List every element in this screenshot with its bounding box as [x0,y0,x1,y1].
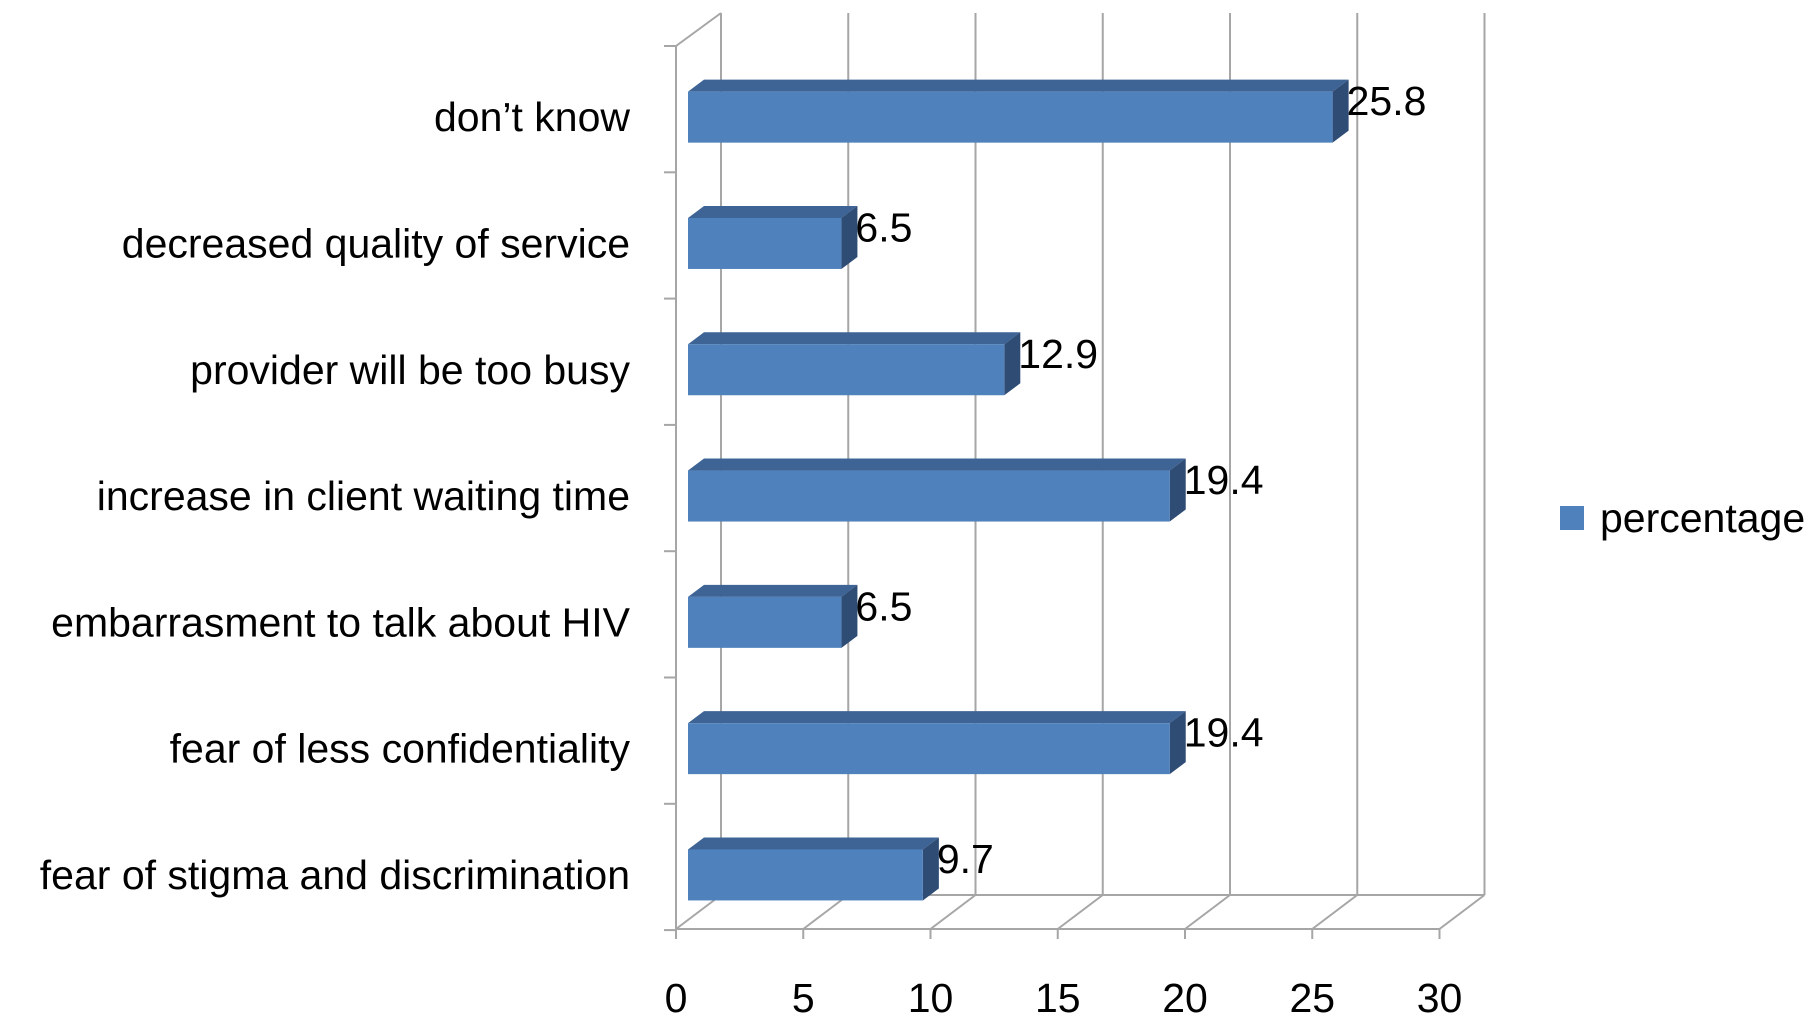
data-label: 6.5 [855,583,912,629]
floor-gridline [675,894,722,930]
bar-side-face [841,584,858,648]
bar-top-face [688,837,939,850]
x-tick-label: 25 [1289,975,1335,1019]
floor-gridline [1184,894,1231,930]
x-tick-label: 0 [665,975,688,1019]
bar [688,596,842,648]
category-label: embarrasment to talk about HIV [51,599,630,645]
bar [688,470,1170,522]
data-label: 9.7 [937,836,994,882]
bar-top-face [688,79,1349,92]
x-tick-label: 10 [908,975,954,1019]
category-label: increase in client waiting time [97,473,630,519]
floor-gridline [802,894,849,930]
floor-gridline [1438,894,1486,930]
floor-gridline [929,894,977,930]
bar-side-face [1169,711,1186,775]
bar [688,217,842,269]
data-label: 19.4 [1184,710,1264,756]
floor-gridline [1057,894,1104,930]
x-tick-label: 20 [1162,975,1208,1019]
bar-side-face [1332,79,1349,143]
data-label: 12.9 [1018,331,1098,377]
data-label: 6.5 [855,204,912,250]
bar-top-face [688,711,1186,724]
bar-top-face [688,458,1186,471]
category-label: provider will be too busy [190,347,630,393]
bar [688,849,923,901]
bar-side-face [1004,332,1021,396]
bar-side-face [1169,458,1186,522]
x-tick-label: 5 [792,975,815,1019]
category-label: don’t know [434,94,630,140]
category-label: fear of less confidentiality [170,726,631,772]
side-wall-top-edge [675,12,722,47]
bar-side-face [922,837,939,901]
x-tick-label: 15 [1035,975,1081,1019]
bar-top-face [688,205,858,218]
x-tick-label: 30 [1417,975,1463,1019]
data-label: 25.8 [1347,78,1427,124]
legend-swatch [1560,506,1584,530]
bar-top-face [688,332,1021,345]
category-label: fear of stigma and discrimination [40,852,630,898]
bar-side-face [841,205,858,269]
category-label: decreased quality of service [122,220,630,266]
bar-top-face [688,584,858,597]
bar [688,344,1005,396]
bar [688,91,1333,143]
legend-label: percentage [1600,495,1805,541]
bar [688,723,1170,775]
data-label: 19.4 [1184,457,1264,503]
floor-gridline [1311,894,1358,930]
